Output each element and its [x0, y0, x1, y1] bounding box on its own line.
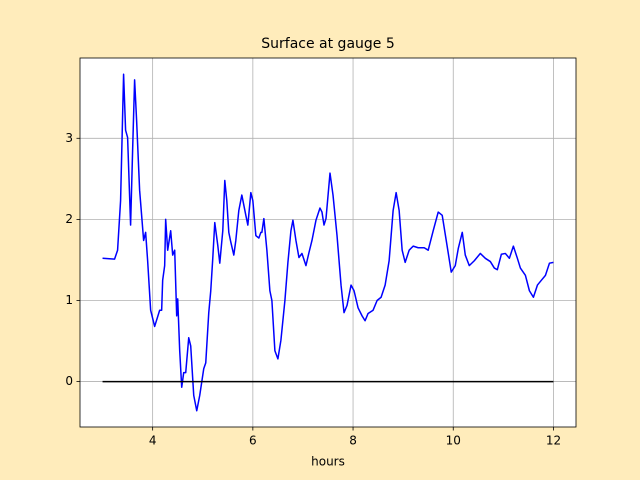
- y-tick-label: 0: [65, 374, 73, 388]
- x-tick-label: 4: [149, 434, 157, 448]
- plot-area: [80, 58, 576, 427]
- y-tick-label: 1: [65, 293, 73, 307]
- chart-title: Surface at gauge 5: [261, 36, 395, 52]
- lines: [102, 73, 554, 412]
- x-tick-label: 6: [249, 434, 257, 448]
- x-axis-label: hours: [311, 455, 345, 469]
- y-tick-label: 2: [65, 212, 73, 226]
- series-line: [102, 73, 554, 412]
- axes-frame: [79, 57, 577, 428]
- x-tick-label: 8: [349, 434, 357, 448]
- x-tick-label: 10: [446, 434, 461, 448]
- y-tick-label: 3: [65, 131, 73, 145]
- x-tick-label: 12: [546, 434, 561, 448]
